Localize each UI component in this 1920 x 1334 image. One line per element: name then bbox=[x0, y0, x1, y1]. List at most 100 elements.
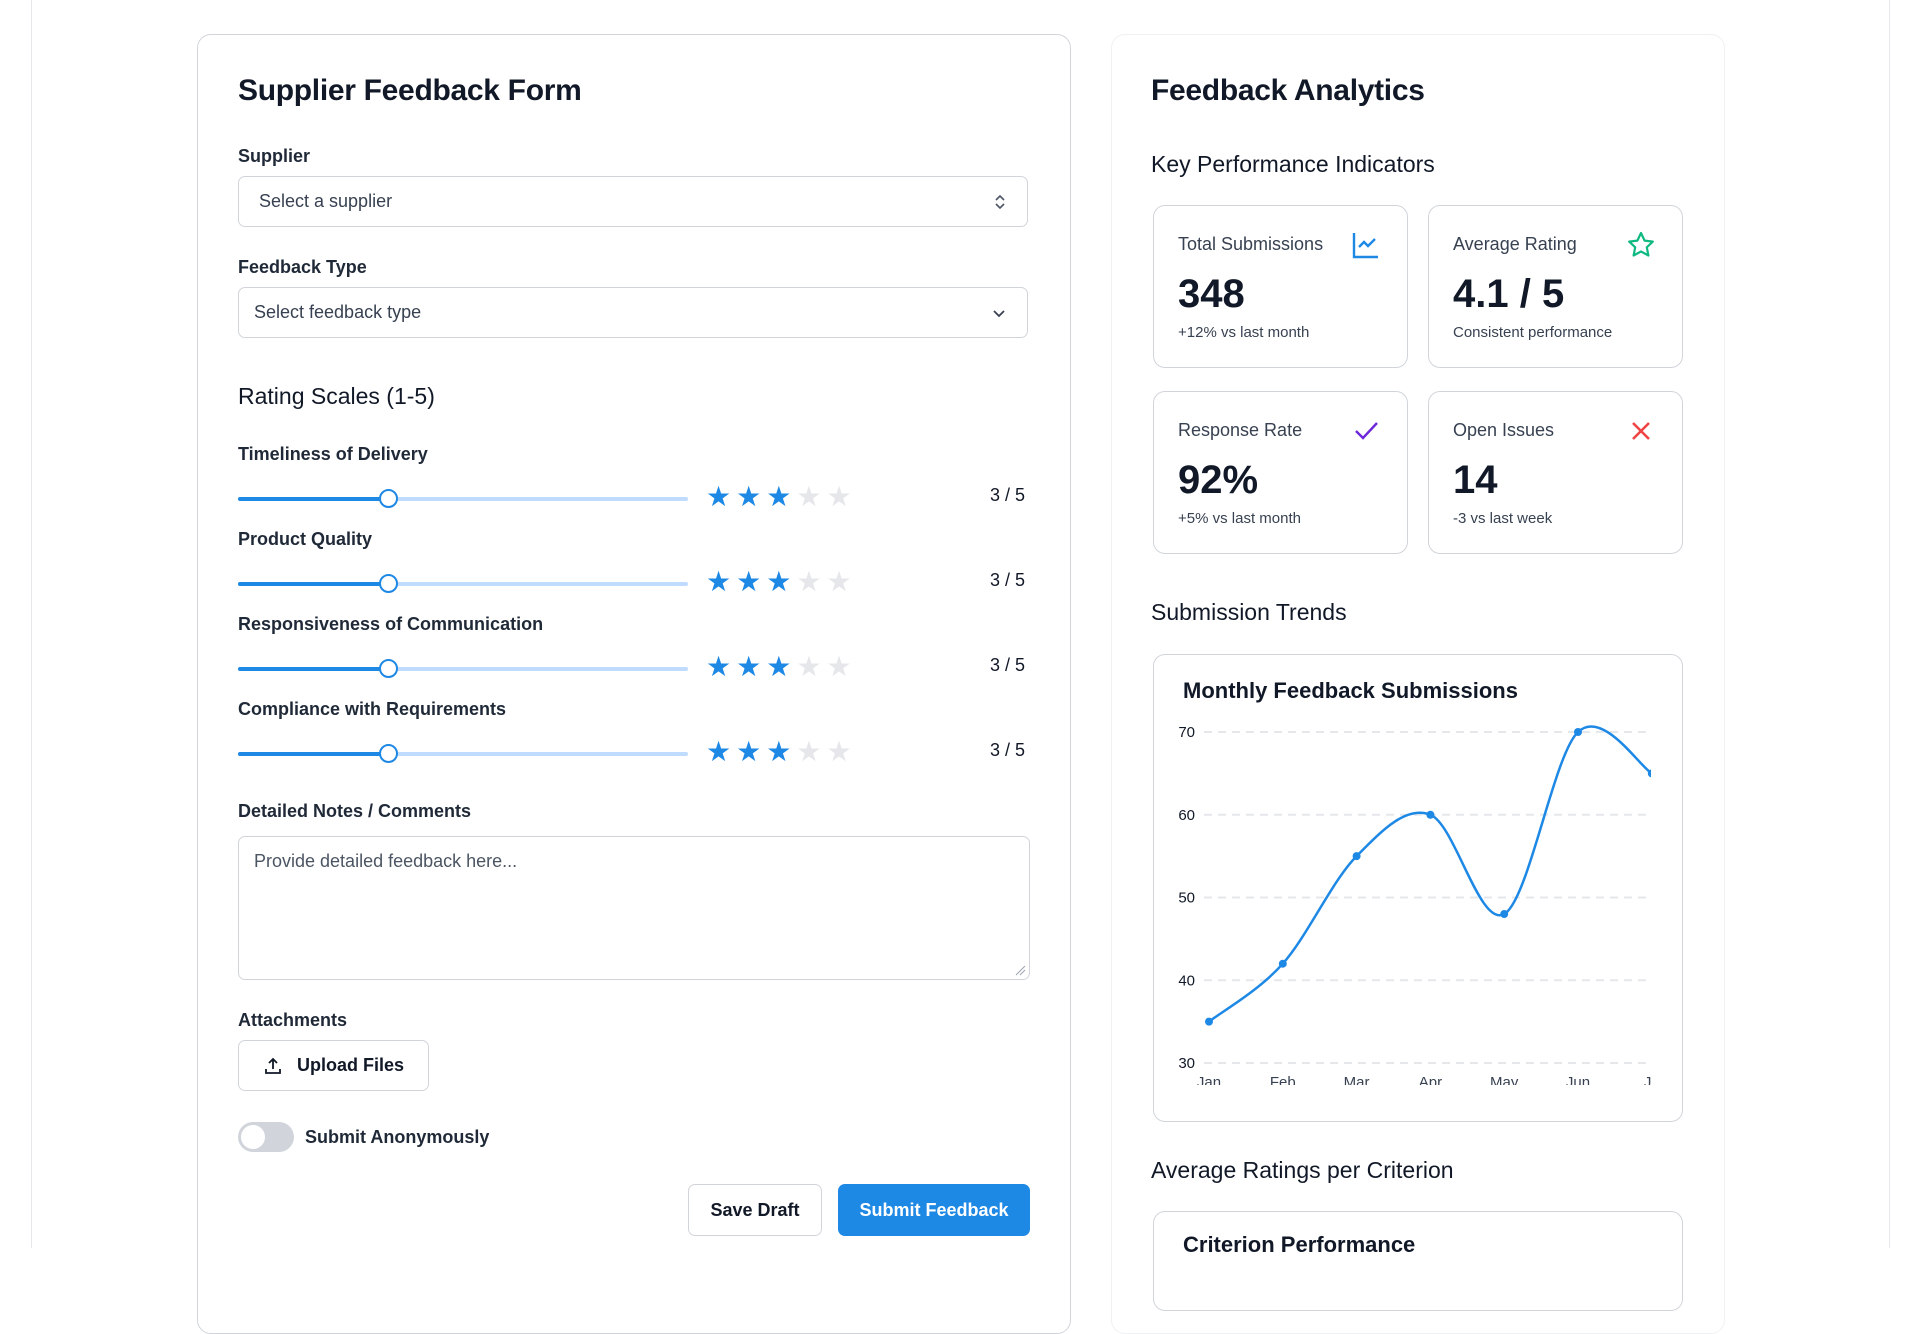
kpi-card: Open Issues 14 -3 vs last week bbox=[1428, 391, 1683, 554]
star-icon[interactable]: ★ bbox=[796, 566, 822, 597]
star-icon[interactable]: ★ bbox=[706, 481, 732, 512]
y-tick-label: 60 bbox=[1178, 807, 1195, 824]
star-icon[interactable]: ★ bbox=[766, 736, 792, 767]
kpi-subtext: Consistent performance bbox=[1453, 324, 1613, 341]
attachments-label: Attachments bbox=[238, 1010, 348, 1030]
page-border-left bbox=[31, 0, 32, 1248]
notes-label: Detailed Notes / Comments bbox=[238, 801, 472, 821]
y-tick-label: 30 bbox=[1178, 1055, 1195, 1072]
submit-feedback-button[interactable]: Submit Feedback bbox=[838, 1184, 1030, 1236]
data-point bbox=[1426, 810, 1435, 819]
kpi-subtext: +5% vs last month bbox=[1178, 510, 1301, 527]
feedback-form-card bbox=[197, 34, 1071, 1334]
data-point bbox=[1352, 852, 1361, 861]
slider-thumb[interactable] bbox=[379, 744, 398, 763]
supplier-select[interactable]: Select a supplier bbox=[238, 176, 1028, 227]
star-icon[interactable]: ★ bbox=[826, 481, 852, 512]
line-chart: 30 40 50 60 70 Jan Feb Mar Apr May Jun Ju bbox=[1178, 724, 1660, 1091]
star-icon[interactable]: ★ bbox=[766, 651, 792, 682]
star-icon[interactable]: ★ bbox=[736, 651, 762, 682]
rating-stars: ★ ★ ★ ★ ★ bbox=[706, 483, 852, 511]
kpi-value: 92% bbox=[1178, 458, 1259, 502]
data-point bbox=[1278, 959, 1287, 968]
star-icon[interactable]: ★ bbox=[796, 481, 822, 512]
star-icon[interactable]: ★ bbox=[706, 736, 732, 767]
resize-handle-icon[interactable] bbox=[1014, 964, 1026, 976]
slider-thumb[interactable] bbox=[379, 574, 398, 593]
slider-thumb[interactable] bbox=[379, 659, 398, 678]
kpi-title: Total Submissions bbox=[1178, 234, 1324, 254]
data-line bbox=[1208, 725, 1651, 1023]
rating-slider[interactable] bbox=[238, 744, 688, 763]
criterion-card: Criterion Performance bbox=[1153, 1211, 1683, 1311]
star-icon[interactable]: ★ bbox=[796, 651, 822, 682]
check-icon bbox=[1355, 422, 1378, 440]
star-icon[interactable]: ★ bbox=[706, 566, 732, 597]
rating-value: 3 / 5 bbox=[990, 570, 1026, 590]
star-icon[interactable]: ★ bbox=[796, 736, 822, 767]
rating-slider[interactable] bbox=[238, 659, 688, 678]
x-tick-label: Feb bbox=[1270, 1074, 1296, 1091]
chevron-up-down-icon bbox=[995, 194, 1005, 209]
x-icon bbox=[1632, 422, 1650, 440]
rating-stars: ★ ★ ★ ★ ★ bbox=[706, 738, 852, 766]
x-tick-label: Jun bbox=[1566, 1074, 1590, 1091]
rating-value: 3 / 5 bbox=[990, 655, 1026, 675]
data-point bbox=[1647, 769, 1651, 778]
analytics-card bbox=[1111, 34, 1725, 1334]
star-icon[interactable]: ★ bbox=[706, 651, 732, 682]
rating-slider[interactable] bbox=[238, 574, 688, 593]
rating-stars: ★ ★ ★ ★ ★ bbox=[706, 568, 852, 596]
y-tick-label: 50 bbox=[1178, 890, 1195, 907]
kpi-title: Open Issues bbox=[1453, 420, 1555, 440]
kpi-card: Response Rate 92% +5% vs last month bbox=[1153, 391, 1408, 554]
feedback-type-label: Feedback Type bbox=[238, 257, 367, 277]
star-icon[interactable]: ★ bbox=[736, 481, 762, 512]
x-tick-label: Jan bbox=[1197, 1074, 1221, 1091]
star-icon[interactable]: ★ bbox=[826, 566, 852, 597]
data-point bbox=[1500, 910, 1509, 919]
star-icon[interactable]: ★ bbox=[826, 651, 852, 682]
anonymous-toggle[interactable] bbox=[238, 1122, 294, 1152]
kpi-value: 14 bbox=[1453, 458, 1498, 502]
data-point bbox=[1205, 1017, 1213, 1026]
avg-ratings-heading: Average Ratings per Criterion bbox=[1151, 1157, 1454, 1183]
slider-thumb[interactable] bbox=[379, 489, 398, 508]
x-tick-label: Ju bbox=[1644, 1074, 1660, 1091]
star-icon[interactable]: ★ bbox=[826, 736, 852, 767]
slider-fill bbox=[238, 497, 388, 501]
star-icon[interactable]: ★ bbox=[736, 736, 762, 767]
y-tick-label: 40 bbox=[1178, 972, 1195, 989]
kpi-heading: Key Performance Indicators bbox=[1151, 151, 1435, 177]
notes-textarea[interactable]: Provide detailed feedback here... bbox=[238, 836, 1030, 980]
data-point bbox=[1574, 728, 1582, 736]
rating-label: Compliance with Requirements bbox=[238, 699, 507, 719]
toggle-knob bbox=[241, 1125, 265, 1149]
criterion-card-title: Criterion Performance bbox=[1183, 1232, 1416, 1257]
rating-slider[interactable] bbox=[238, 489, 688, 508]
upload-files-button[interactable]: Upload Files bbox=[238, 1040, 429, 1091]
star-icon[interactable]: ★ bbox=[736, 566, 762, 597]
kpi-subtext: -3 vs last week bbox=[1453, 510, 1553, 527]
upload-files-label: Upload Files bbox=[296, 1055, 404, 1075]
kpi-card: Average Rating 4.1 / 5 Consistent perfor… bbox=[1428, 205, 1683, 368]
kpi-value: 4.1 / 5 bbox=[1453, 272, 1565, 316]
star-icon[interactable]: ★ bbox=[766, 566, 792, 597]
kpi-value: 348 bbox=[1178, 272, 1245, 316]
anonymous-label: Submit Anonymously bbox=[305, 1127, 490, 1147]
x-tick-label: Apr bbox=[1419, 1074, 1442, 1091]
star-icon bbox=[1628, 231, 1654, 257]
feedback-type-placeholder: Select feedback type bbox=[254, 302, 422, 322]
x-tick-label: May bbox=[1490, 1074, 1519, 1091]
slider-fill bbox=[238, 752, 388, 756]
rating-label: Timeliness of Delivery bbox=[238, 444, 428, 464]
notes-placeholder: Provide detailed feedback here... bbox=[254, 851, 518, 871]
kpi-title: Response Rate bbox=[1178, 420, 1303, 440]
chart-card: Monthly Feedback Submissions 30 40 50 60 70 J… bbox=[1153, 654, 1683, 1122]
slider-fill bbox=[238, 582, 388, 586]
rating-stars: ★ ★ ★ ★ ★ bbox=[706, 653, 852, 681]
star-icon[interactable]: ★ bbox=[766, 481, 792, 512]
y-tick-label: 70 bbox=[1178, 724, 1195, 741]
save-draft-button[interactable]: Save Draft bbox=[688, 1184, 822, 1236]
feedback-type-select[interactable]: Select feedback type bbox=[238, 287, 1028, 338]
